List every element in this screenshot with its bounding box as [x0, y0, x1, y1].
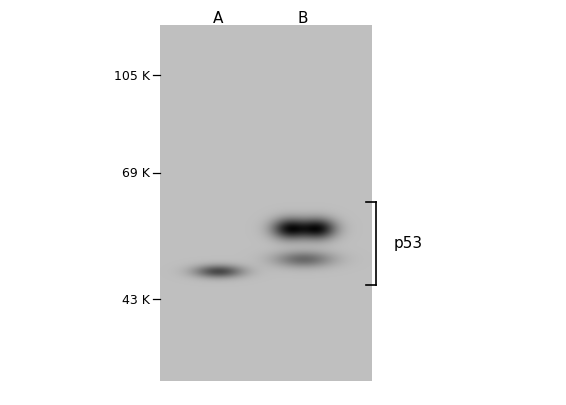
FancyBboxPatch shape: [160, 26, 371, 381]
Text: B: B: [298, 11, 308, 26]
Text: 43 K: 43 K: [122, 293, 150, 306]
Text: 105 K: 105 K: [114, 70, 150, 83]
Text: p53: p53: [393, 236, 422, 250]
Text: 69 K: 69 K: [122, 167, 150, 180]
Text: A: A: [213, 11, 223, 26]
